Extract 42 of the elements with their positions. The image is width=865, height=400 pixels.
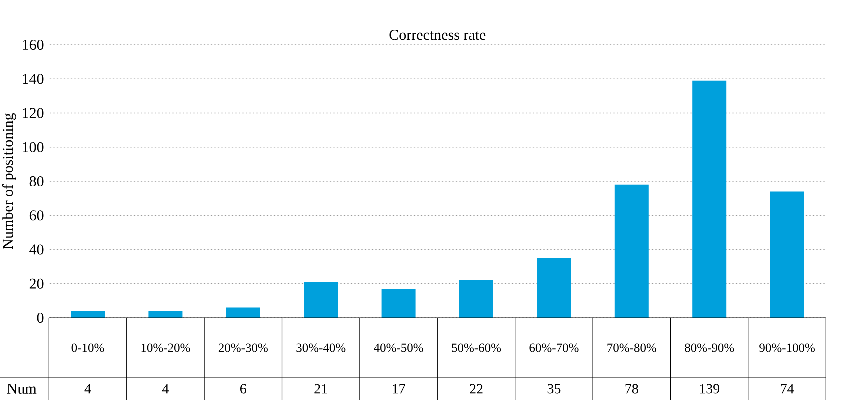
- bar: [382, 288, 416, 318]
- data-label: 22: [470, 384, 483, 394]
- y-tick-label: 120: [23, 108, 44, 118]
- x-tick-label: 40%-50%: [374, 344, 424, 352]
- x-tick-label: 50%-60%: [452, 344, 502, 352]
- data-label: 21: [314, 384, 328, 394]
- data-label: 4: [84, 384, 92, 394]
- x-tick-label: 70%-80%: [608, 344, 656, 352]
- x-tick-label: 20%-30%: [218, 344, 268, 352]
- y-tick-label: 60: [30, 210, 44, 221]
- bar: [537, 258, 572, 318]
- y-tick-label: 20: [30, 278, 44, 289]
- data-label: 74: [781, 384, 794, 394]
- bar: [226, 308, 260, 318]
- y-axis-title: Number of positioning: [2, 113, 16, 250]
- data-label: 139: [700, 384, 720, 394]
- x-tick-label: 80%-90%: [685, 344, 734, 352]
- x-tick-label: 0-10%: [72, 344, 104, 352]
- text: Num: [7, 384, 37, 394]
- y-tick-label: 160: [23, 40, 44, 50]
- y-tick-label: 80: [30, 176, 44, 187]
- bar: [770, 192, 804, 318]
- x-tick-label: 90%-100%: [760, 344, 815, 352]
- y-tick-label: 140: [23, 74, 44, 84]
- data-label: 6: [240, 384, 246, 394]
- x-tick-label: 10%-20%: [142, 344, 190, 352]
- y-tick-label: 40: [30, 244, 44, 255]
- data-label: 78: [626, 384, 638, 394]
- y-tick-label: 100: [23, 142, 44, 152]
- bar: [460, 280, 494, 318]
- x-tick-label: 60%-70%: [530, 344, 579, 352]
- x-tick-label: 30%-40%: [296, 344, 346, 352]
- bar: [614, 184, 649, 318]
- bar: [692, 80, 727, 318]
- bar: [148, 311, 183, 318]
- y-tick-label: 0: [37, 312, 44, 324]
- bar: [71, 311, 106, 318]
- data-label: 4: [162, 384, 169, 394]
- data-label: 35: [548, 384, 561, 394]
- chart-title: Correctness rate: [390, 30, 486, 40]
- bar: [304, 282, 338, 318]
- data-label: 17: [393, 384, 406, 394]
